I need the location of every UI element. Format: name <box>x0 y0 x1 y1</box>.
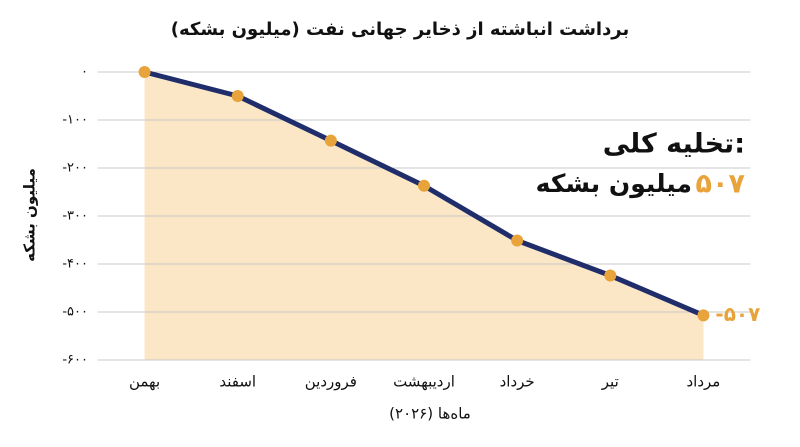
value-label: -۵۰۷ <box>715 302 760 326</box>
x-tick-label: بهمن <box>129 373 160 391</box>
y-tick-label: -۳۰۰ <box>62 209 88 224</box>
marker <box>138 66 151 78</box>
x-tick-label: خرداد <box>500 373 535 391</box>
marker <box>324 134 337 147</box>
marker <box>697 309 710 322</box>
marker <box>604 269 617 282</box>
annotation-unit: میلیون بشکه <box>536 169 692 199</box>
x-tick-label: تیر <box>601 373 619 391</box>
y-tick-label: -۲۰۰ <box>62 161 88 176</box>
chart-title: برداشت انباشته از ذخایر جهانی نفت (میلیو… <box>171 19 630 40</box>
x-tick-label: فروردین <box>305 373 357 391</box>
x-tick-label: اردیبهشت <box>393 373 455 391</box>
y-tick-label: ۰ <box>81 65 88 80</box>
y-tick-label: -۴۰۰ <box>62 257 88 272</box>
marker <box>418 179 430 192</box>
y-tick-label: -۵۰۰ <box>62 305 88 320</box>
x-tick-label: اسفند <box>219 373 256 391</box>
x-tick-label: مرداد <box>687 373 721 391</box>
y-tick-label: -۶۰۰ <box>62 353 88 368</box>
x-axis-title: ماه‌ها (۲۰۲۶) <box>389 405 471 423</box>
y-axis-title: میلیون بشکه <box>21 168 39 262</box>
marker <box>511 234 524 247</box>
annotation-title: تخلیه کلی: <box>603 129 745 160</box>
marker <box>231 90 244 102</box>
annotation-value: ۵۰۷ <box>696 169 746 200</box>
y-tick-label: -۱۰۰ <box>62 113 88 128</box>
